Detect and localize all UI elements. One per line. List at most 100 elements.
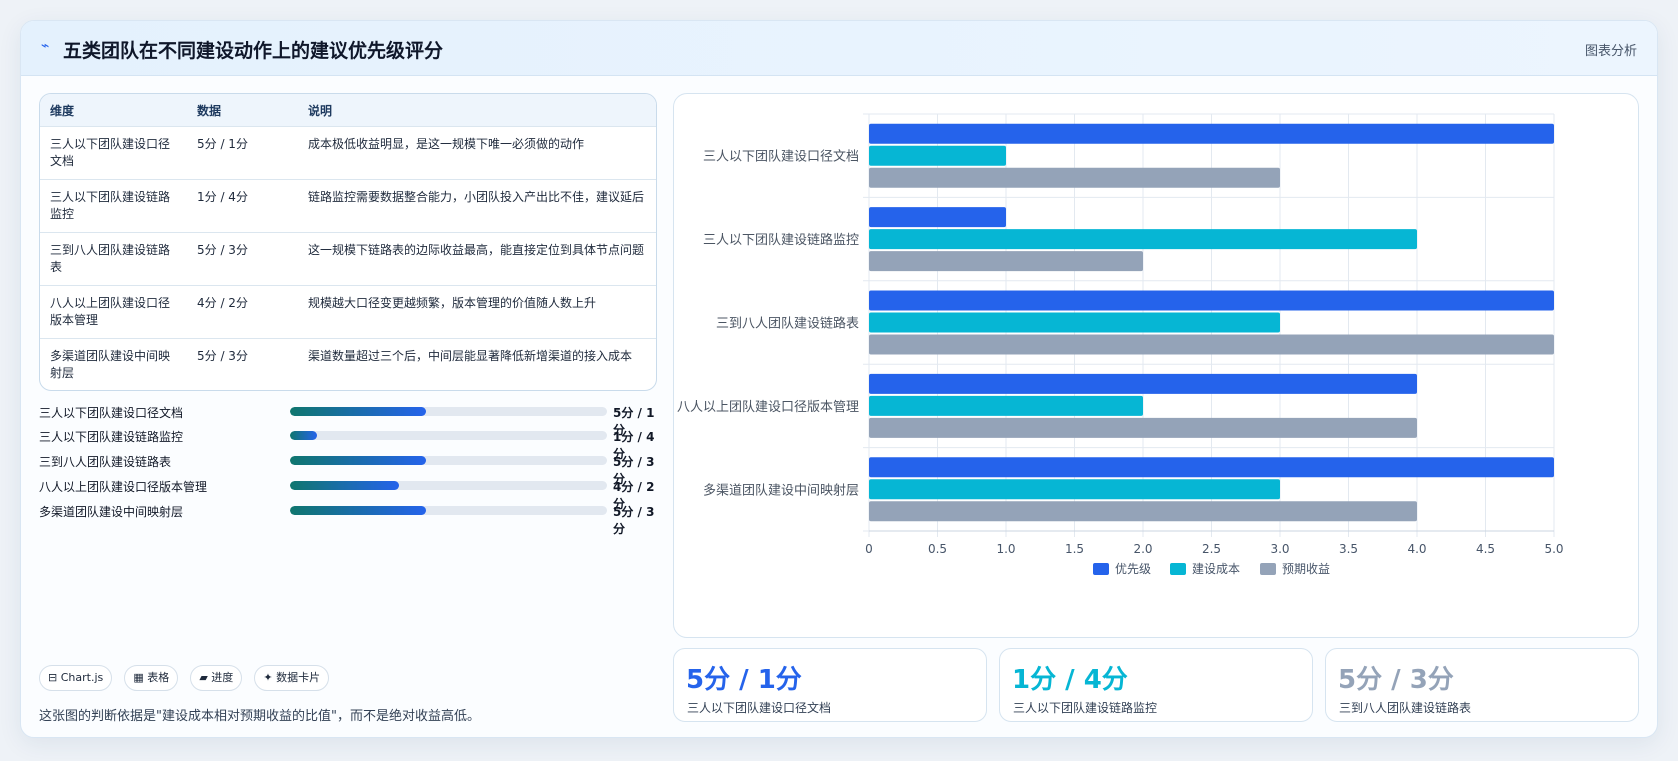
progress-fill — [290, 456, 427, 465]
progress-row: 三到八人团队建设链路表 5分 / 3分 — [39, 451, 663, 486]
table-row: 八人以上团队建设口径版本管理 4分 / 2分 规模越大口径变更越频繁，版本管理的… — [40, 286, 656, 339]
row-description: 这一规模下链路表的边际收益最高，能直接定位到具体节点问题 — [308, 243, 645, 257]
x-tick-label: 2.5 — [1202, 542, 1221, 556]
column-header-data: 数据 — [197, 104, 222, 118]
x-tick-label: 1.5 — [1065, 542, 1084, 556]
chip-data-card[interactable]: ✦ 数据卡片 — [254, 665, 330, 691]
bar — [869, 290, 1554, 311]
chip-table[interactable]: ▦ 表格 — [124, 665, 179, 691]
chip-label: Chart.js — [60, 671, 104, 684]
bar — [869, 145, 1006, 166]
kpi-card: 5分 / 1分 三人以下团队建设口径文档 — [673, 648, 987, 722]
progress-value: 5分 / 3分 — [613, 505, 655, 536]
progress-label: 八人以上团队建设口径版本管理 — [39, 480, 208, 494]
dashboard-card: ⌁ 五类团队在不同建设动作上的建议优先级评分 图表分析 维度 数据 说明 三人以… — [20, 20, 1658, 738]
column-header-description: 说明 — [308, 104, 333, 118]
bar — [869, 373, 1417, 394]
progress-row: 三人以下团队建设链路监控 1分 / 4分 — [39, 426, 663, 461]
bar-chart: 0 0.5 1.0 1.5 2.0 2.5 3.0 3.5 4.0 4.5 5.0 三人以下团队建设口… — [677, 113, 1564, 576]
progress-track — [290, 431, 607, 440]
footnote: 这张图的判断依据是"建设成本相对预期收益的比值"，而不是绝对收益高低。 — [39, 709, 480, 724]
chip-label: 数据卡片 — [276, 671, 321, 684]
x-tick-label: 5.0 — [1544, 542, 1563, 556]
progress-track — [290, 481, 607, 490]
kpi-value: 5分 / 3分 — [1338, 665, 1454, 695]
kpi-value: 5分 / 1分 — [686, 665, 802, 695]
progress-label: 三人以下团队建设链路监控 — [39, 430, 184, 444]
progress-label: 多渠道团队建设中间映射层 — [39, 505, 184, 519]
row-dimension: 八人以上团队建设口径版本管理 — [50, 296, 171, 327]
x-tick-label: 2.0 — [1133, 542, 1152, 556]
row-description: 成本极低收益明显，是这一规模下唯一必须做的动作 — [308, 137, 585, 151]
row-dimension: 三人以下团队建设口径文档 — [50, 137, 171, 168]
chip-progress[interactable]: ▰ 进度 — [190, 665, 243, 691]
progress-track — [290, 506, 607, 515]
row-dimension: 三到八人团队建设链路表 — [50, 243, 171, 274]
progress-row: 多渠道团队建设中间映射层 5分 / 3分 — [39, 501, 663, 536]
y-category-label: 八人以上团队建设口径版本管理 — [677, 400, 859, 415]
data-table: 维度 数据 说明 三人以下团队建设口径文档 5分 / 1分 成本极低收益明显，是… — [39, 93, 657, 391]
row-value: 1分 / 4分 — [197, 190, 248, 204]
progress-fill — [290, 407, 427, 416]
table-icon: ⊟ — [48, 671, 58, 684]
kpi-label: 三人以下团队建设口径文档 — [687, 701, 832, 715]
row-description: 规模越大口径变更越频繁，版本管理的价值随人数上升 — [308, 296, 597, 310]
grid-icon: ▦ — [133, 671, 144, 684]
legend-swatch — [1170, 563, 1186, 575]
chip-label: 进度 — [211, 671, 234, 684]
progress-row: 八人以上团队建设口径版本管理 4分 / 2分 — [39, 476, 663, 511]
row-dimension: 多渠道团队建设中间映射层 — [50, 349, 171, 380]
row-description: 渠道数量超过三个后，中间层能显著降低新增渠道的接入成本 — [308, 349, 633, 363]
chip-chartjs[interactable]: ⊟ Chart.js — [39, 665, 113, 691]
progress-row: 三人以下团队建设口径文档 5分 / 1分 — [39, 402, 663, 437]
row-value: 5分 / 3分 — [197, 349, 248, 363]
row-dimension: 三人以下团队建设链路监控 — [50, 190, 171, 221]
row-value: 5分 / 3分 — [197, 243, 248, 257]
bar — [869, 123, 1554, 144]
bar — [869, 312, 1280, 333]
progress-value: 5分 / 3分 — [613, 455, 655, 486]
chip-label: 表格 — [147, 671, 170, 684]
x-tick-label: 3.5 — [1339, 542, 1358, 556]
progress-track — [290, 407, 607, 416]
table-row: 三人以下团队建设链路监控 1分 / 4分 链路监控需要数据整合能力，小团队投入产… — [40, 180, 656, 233]
folder-icon: ▰ — [199, 671, 208, 684]
progress-value: 4分 / 2分 — [613, 480, 655, 511]
bar-chart-panel: 0 0.5 1.0 1.5 2.0 2.5 3.0 3.5 4.0 4.5 5.0 三人以下团队建设口… — [673, 93, 1639, 638]
column-header-dimension: 维度 — [50, 104, 75, 118]
x-tick-label: 1.0 — [996, 542, 1015, 556]
progress-label: 三到八人团队建设链路表 — [39, 455, 172, 469]
x-tick-label: 4.0 — [1407, 542, 1426, 556]
table-header: 维度 数据 说明 — [40, 94, 656, 127]
table-row: 三人以下团队建设口径文档 5分 / 1分 成本极低收益明显，是这一规模下唯一必须… — [40, 127, 656, 180]
bar — [869, 501, 1417, 522]
kpi-label: 三人以下团队建设链路监控 — [1013, 701, 1158, 715]
table-row: 三到八人团队建设链路表 5分 / 3分 这一规模下链路表的边际收益最高，能直接定… — [40, 233, 656, 286]
progress-fill — [290, 431, 317, 440]
bar — [869, 457, 1554, 478]
chart-analysis-tag: 图表分析 — [1584, 44, 1637, 59]
progress-value: 5分 / 1分 — [613, 406, 655, 437]
row-value: 5分 / 1分 — [197, 137, 248, 151]
legend-label: 预期收益 — [1282, 562, 1330, 576]
row-value: 4分 / 2分 — [197, 296, 248, 310]
x-tick-label: 4.5 — [1476, 542, 1495, 556]
legend-swatch — [1093, 563, 1109, 575]
bar — [869, 334, 1554, 355]
table-row: 多渠道团队建设中间映射层 5分 / 3分 渠道数量超过三个后，中间层能显著降低新… — [40, 339, 656, 390]
legend-swatch — [1260, 563, 1276, 575]
sparkle-icon: ✦ — [263, 671, 273, 684]
progress-fill — [290, 481, 400, 490]
kpi-card: 5分 / 3分 三到八人团队建设链路表 — [1325, 648, 1639, 722]
x-tick-label: 0.5 — [928, 542, 947, 556]
header: ⌁ 五类团队在不同建设动作上的建议优先级评分 图表分析 — [21, 21, 1657, 76]
progress-value: 1分 / 4分 — [613, 430, 655, 461]
bar — [869, 167, 1280, 188]
kpi-label: 三到八人团队建设链路表 — [1339, 701, 1472, 715]
progress-label: 三人以下团队建设口径文档 — [39, 406, 184, 420]
legend-label: 优先级 — [1115, 562, 1151, 576]
kpi-value: 1分 / 4分 — [1012, 665, 1128, 695]
bar — [869, 229, 1417, 250]
bar — [869, 479, 1280, 500]
y-category-label: 多渠道团队建设中间映射层 — [703, 482, 859, 498]
